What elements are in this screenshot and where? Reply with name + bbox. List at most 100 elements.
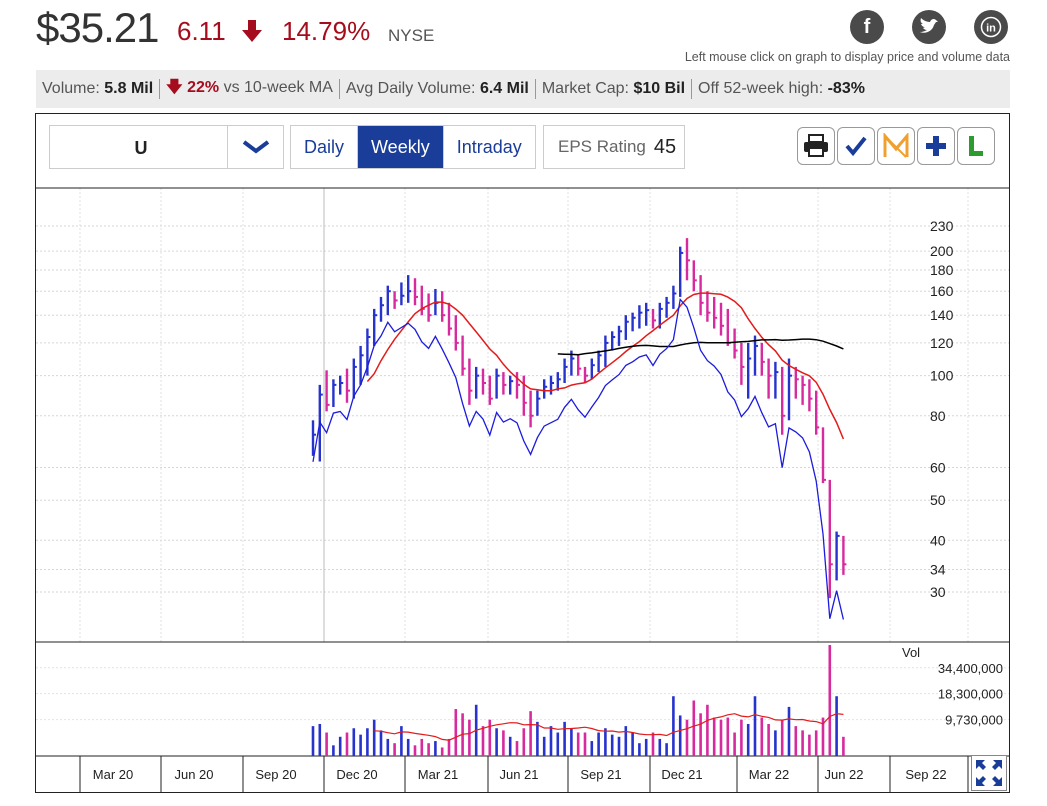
volume-bar — [488, 719, 492, 756]
price-change: 6.11 — [177, 16, 226, 46]
ticker-select[interactable] — [49, 125, 284, 170]
leaderboard-button[interactable] — [957, 127, 995, 165]
volume-bar — [420, 738, 424, 756]
price-tick-label: 50 — [930, 492, 946, 508]
x-tick-label: Dec 21 — [661, 767, 702, 782]
checkmark-icon — [845, 136, 867, 157]
check-button[interactable] — [837, 127, 875, 165]
volume-bar — [801, 730, 804, 756]
chart-axes: 230 200 180 160 140 120 100 80 60 50 40 34 30 Mar 20 J… — [93, 218, 1003, 782]
facebook-icon[interactable]: f — [850, 10, 884, 44]
volume-bar — [706, 704, 709, 756]
down-arrow-icon — [242, 20, 262, 42]
price-tick-label: 160 — [930, 283, 954, 299]
off-high-stat: Off 52-week high: -83% — [698, 80, 865, 97]
volume-bar — [549, 726, 553, 756]
volume-bar — [617, 736, 621, 756]
tab-weekly[interactable]: Weekly — [358, 126, 444, 168]
volume-axis-title: Vol — [902, 645, 920, 660]
volume-bar — [352, 728, 356, 756]
avg-volume-stat: Avg Daily Volume: 6.4 Mil — [345, 80, 529, 97]
x-tick-label: Jun 21 — [499, 767, 538, 782]
volume-bar — [536, 721, 539, 756]
ticker-input[interactable] — [50, 126, 232, 170]
print-icon — [804, 134, 828, 157]
exchange-label: NYSE — [388, 26, 435, 45]
volume-bar — [665, 743, 668, 756]
price-tick-label: 230 — [930, 218, 954, 234]
print-button[interactable] — [797, 127, 835, 165]
stats-bar: Volume: 5.8 Mil 🡇 22% vs 10-week MA Avg … — [36, 70, 1010, 108]
price-tick-label: 200 — [930, 243, 954, 259]
market-cap-stat: Market Cap: $10 Bil — [541, 80, 686, 97]
price-tick-label: 100 — [930, 368, 954, 384]
volume-bar — [502, 730, 505, 756]
volume-bar — [495, 728, 498, 756]
linkedin-icon[interactable]: in — [974, 10, 1008, 44]
volume-bar — [332, 745, 335, 756]
add-button[interactable] — [917, 127, 955, 165]
volume-bar — [338, 736, 342, 756]
x-tick-label: Mar 20 — [93, 767, 133, 782]
price-tick-label: 120 — [930, 335, 954, 351]
volume-bar — [576, 732, 580, 756]
volume-bar — [318, 723, 322, 756]
volume-bar — [821, 717, 825, 756]
markup-button[interactable] — [877, 127, 915, 165]
volume-bar — [746, 723, 750, 756]
volume-bar — [447, 738, 451, 756]
price-tick-label: 34 — [930, 562, 946, 578]
volume-bar — [699, 713, 702, 756]
volume-bar — [400, 726, 403, 756]
volume-moving-average-line — [374, 713, 844, 741]
volume-bar — [325, 732, 328, 756]
volume-bar — [808, 734, 811, 756]
volume-bar — [454, 709, 458, 756]
volume-bar — [597, 732, 600, 756]
volume-bar — [835, 696, 838, 756]
twitter-icon[interactable] — [912, 10, 946, 44]
price-tick-label: 80 — [930, 408, 946, 424]
volume-bar — [814, 730, 818, 756]
volume-bar — [393, 743, 396, 756]
svg-text:in: in — [986, 23, 996, 35]
volume-tick-label: 34,400,000 — [938, 661, 1003, 676]
volume-bar — [658, 738, 662, 756]
price-tick-label: 40 — [930, 532, 946, 548]
volume-bar — [753, 696, 757, 756]
chart-panel — [35, 113, 1010, 793]
price-tick-label: 180 — [930, 262, 954, 278]
volume-plot — [311, 645, 845, 756]
plus-icon — [926, 136, 946, 156]
volume-bar — [610, 734, 614, 756]
graph-hint: Left mouse click on graph to display pri… — [684, 50, 1010, 64]
stock-price: $35.21 — [36, 4, 159, 51]
x-tick-label: Mar 22 — [749, 767, 789, 782]
ticker-dropdown-button[interactable] — [227, 126, 283, 168]
markup-icon — [883, 133, 909, 158]
volume-bar — [842, 736, 845, 756]
volume-bar — [427, 743, 430, 756]
expand-button[interactable] — [971, 755, 1007, 791]
price-tick-label: 30 — [930, 584, 946, 600]
volume-bar — [413, 745, 417, 756]
volume-bar — [359, 734, 362, 756]
volume-bar — [726, 717, 730, 756]
period-tabs: Daily Weekly Intraday — [290, 125, 536, 169]
volume-bar — [434, 741, 437, 756]
volume-bar — [515, 741, 519, 756]
volume-bar — [379, 730, 383, 756]
volume-bar — [685, 719, 689, 756]
volume-bar — [583, 732, 587, 756]
volume-bar — [624, 726, 628, 756]
volume-bar — [508, 736, 512, 756]
volume-bar — [678, 715, 682, 756]
tab-daily[interactable]: Daily — [291, 126, 359, 168]
volume-bar — [767, 723, 770, 756]
eps-rating: EPS Rating 45 — [543, 125, 685, 169]
volume-bar — [570, 728, 573, 756]
volume-bar — [774, 730, 777, 756]
price-tick-label: 60 — [930, 459, 946, 475]
tab-intraday[interactable]: Intraday — [456, 137, 522, 157]
